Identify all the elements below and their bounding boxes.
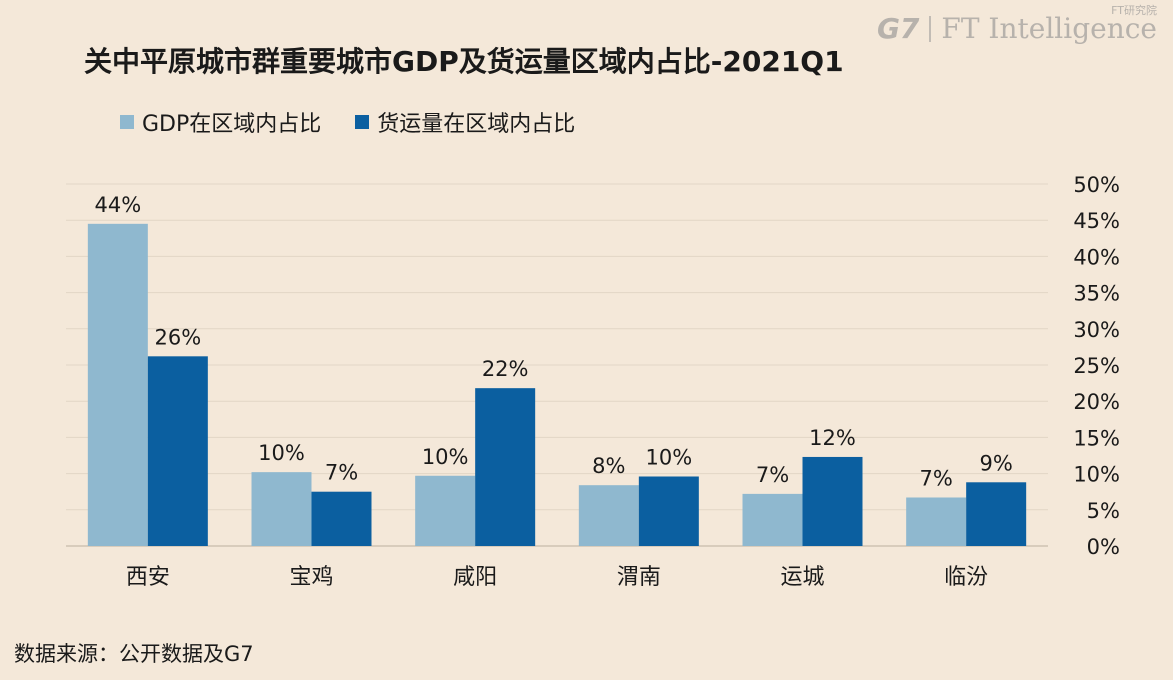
x-tick-label: 宝鸡 [289, 565, 333, 590]
data-label-gdp: 8% [592, 454, 625, 478]
data-label-gdp: 10% [258, 441, 305, 465]
bar-gdp [87, 223, 148, 546]
bar-gdp [415, 475, 476, 546]
logo-divider [929, 15, 932, 42]
data-label-freight: 7% [325, 461, 358, 485]
legend-label-freight: 货运量在区域内占比 [377, 112, 576, 137]
x-tick-label: 渭南 [617, 565, 661, 590]
legend-swatch-gdp [120, 115, 134, 129]
ft-intelligence-sup: FT研究院 [1111, 4, 1157, 17]
y-tick-label: 35% [1073, 282, 1120, 306]
legend-label-gdp: GDP在区域内占比 [142, 112, 322, 137]
bar-freight [638, 476, 699, 546]
legend-swatch-freight [355, 115, 370, 129]
x-tick-label: 运城 [780, 565, 824, 590]
brand-logo: G7 FT Intelligence FT研究院 [876, 4, 1157, 45]
data-label-freight: 12% [809, 426, 856, 450]
data-label-gdp: 10% [422, 445, 469, 469]
data-label-gdp: 44% [94, 193, 141, 217]
y-tick-label: 15% [1073, 426, 1120, 450]
g7-logo: G7 [876, 12, 920, 45]
y-tick-label: 20% [1073, 390, 1120, 414]
y-tick-label: 10% [1073, 463, 1120, 487]
bar-gdp [742, 493, 803, 546]
data-label-gdp: 7% [756, 463, 789, 487]
x-tick-label: 临汾 [944, 565, 988, 590]
y-tick-label: 5% [1087, 499, 1120, 523]
y-tick-label: 0% [1087, 535, 1120, 559]
x-tick-label: 咸阳 [453, 565, 497, 590]
data-label-freight: 22% [482, 357, 529, 381]
y-tick-label: 40% [1073, 245, 1120, 269]
data-label-freight: 26% [154, 325, 201, 349]
data-source-note: 数据来源：公开数据及G7 [14, 642, 254, 666]
bar-freight [802, 456, 863, 546]
y-tick-label: 50% [1073, 173, 1120, 197]
bar-freight [966, 482, 1027, 546]
chart-title: 关中平原城市群重要城市GDP及货运量区域内占比-2021Q1 [84, 45, 844, 78]
legend-item-gdp: GDP在区域内占比 [120, 106, 321, 138]
y-tick-label: 25% [1073, 354, 1120, 378]
chart-legend: GDP在区域内占比 货运量在区域内占比 [120, 106, 575, 138]
y-tick-label: 30% [1073, 318, 1120, 342]
bar-freight [147, 356, 208, 546]
bar-gdp [906, 497, 967, 546]
bar-gdp [578, 485, 639, 546]
bar-gdp [251, 472, 312, 546]
data-label-freight: 9% [980, 451, 1013, 475]
bar-freight [475, 388, 536, 546]
bar-freight [311, 491, 372, 546]
y-tick-label: 45% [1073, 209, 1120, 233]
ft-intelligence-logo: FT Intelligence FT研究院 [941, 4, 1157, 45]
data-label-freight: 10% [645, 445, 692, 469]
data-label-gdp: 7% [920, 466, 953, 490]
legend-item-freight: 货运量在区域内占比 [355, 106, 575, 138]
ft-intelligence-text: FT Intelligence [941, 12, 1157, 45]
x-tick-label: 西安 [126, 565, 170, 590]
